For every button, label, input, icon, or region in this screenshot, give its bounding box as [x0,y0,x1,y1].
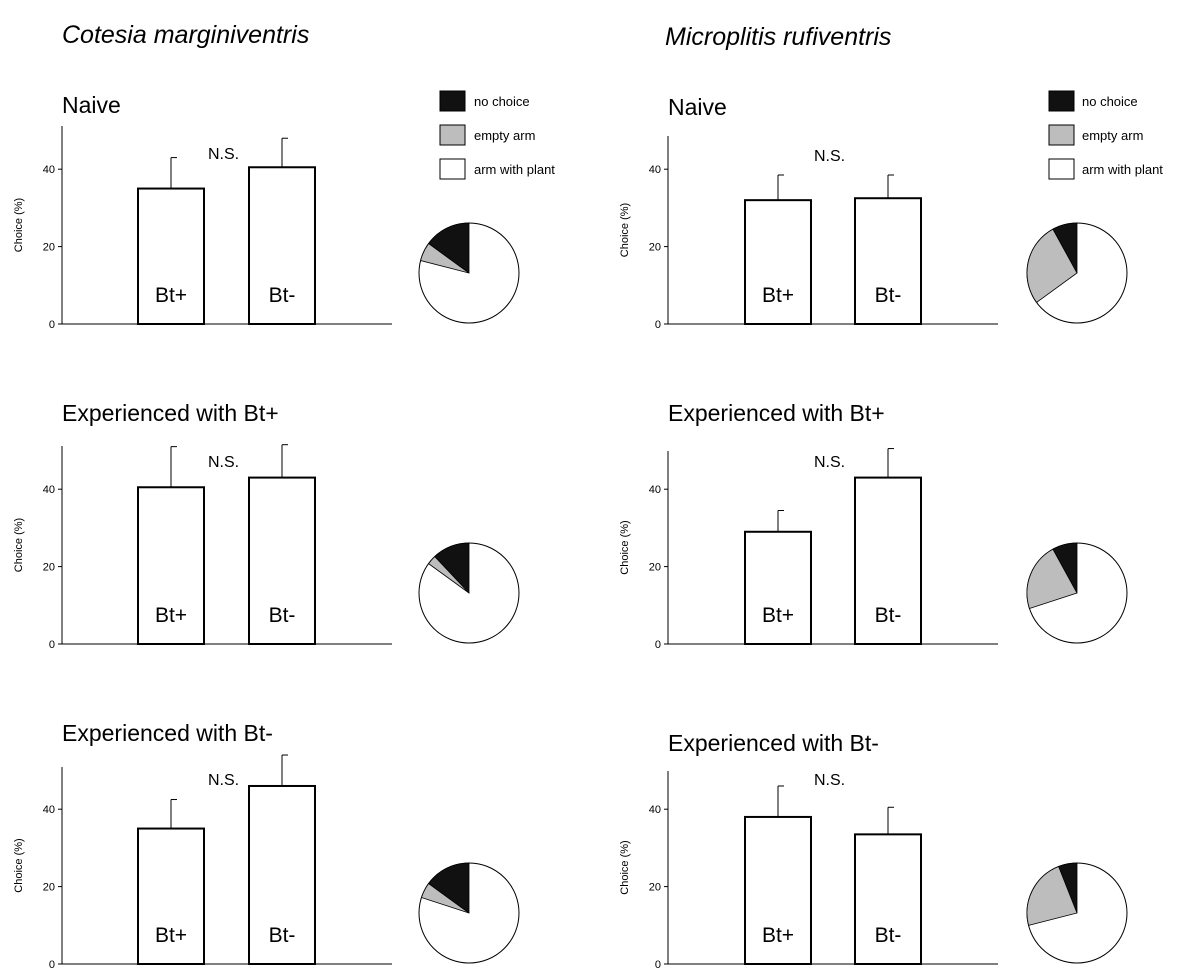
legend-right: no choice empty arm arm with plant [1048,90,1163,180]
bar-bt-plus [744,530,812,646]
bar-label: Bt+ [155,924,187,947]
bar-label: Bt- [269,924,296,947]
panel-title: Experienced with Bt+ [668,400,885,426]
bar-label: Bt+ [762,604,794,627]
pie-slice-empty-arm [1026,865,1078,926]
y-tick-label: 20 [649,562,661,574]
y-tick-label: 0 [655,959,661,969]
y-tick-label: 40 [649,804,661,816]
y-tick-label: 20 [43,242,55,254]
pie-slice-empty-arm [1026,228,1078,303]
bar-label: Bt- [875,604,902,627]
legend-label-arm-with-plant: arm with plant [1082,162,1163,177]
bar-bt-plus [137,827,205,965]
bar-label: Bt- [269,284,296,307]
y-axis-label: Choice (%) [619,203,631,257]
species-title-microplitis: Microplitis rufiventris [665,23,891,51]
panel-title: Experienced with Bt- [62,720,273,746]
bar-bt-plus [137,187,205,325]
species-title-cotesia: Cotesia marginiventris [62,21,309,49]
bar-bt-minus [854,476,922,645]
bar-bt-minus [248,166,316,325]
y-tick-label: 0 [49,959,55,969]
significance-label: N.S. [814,772,845,789]
y-tick-label: 40 [43,804,55,816]
y-tick-label: 40 [649,484,661,496]
y-tick-label: 20 [649,242,661,254]
bar-label: Bt+ [155,284,187,307]
legend-label-no-choice: no choice [1082,94,1138,109]
legend-swatch-no-choice [439,90,466,112]
pie-slice-empty-arm [427,555,470,594]
legend-label-empty-arm: empty arm [474,128,535,143]
bar-bt-plus [137,486,205,646]
significance-label: N.S. [208,146,239,163]
significance-label: N.S. [814,454,845,471]
y-tick-label: 20 [43,882,55,894]
y-axis-label: Choice (%) [13,838,25,892]
bar-bt-minus [248,784,316,965]
significance-label: N.S. [814,148,845,165]
y-tick-label: 40 [43,164,55,176]
pie-slice-empty-arm [1026,548,1078,609]
panel-3: Experienced with Bt- 0 20 40 Choice (%) Bt+ Bt… [13,720,520,969]
legend-swatch-no-choice [1048,90,1075,112]
bar-bt-plus [744,199,812,325]
panel-2: Experienced with Bt+ 0 20 40 Choice (%) Bt+ Bt… [13,400,520,651]
bar-bt-minus [854,833,922,965]
legend-swatch-empty-arm [1048,124,1075,146]
pie-slice-empty-arm [420,883,470,914]
legend-left: no choice empty arm arm with plant [439,90,555,180]
panel-5: Experienced with Bt+ 0 20 40 Choice (%) Bt+ Bt… [619,400,1128,651]
y-tick-label: 40 [649,164,661,176]
y-axis-label: Choice (%) [619,520,631,574]
bar-label: Bt+ [155,604,187,627]
y-axis-label: Choice (%) [13,198,25,252]
panel-title: Experienced with Bt- [668,730,879,756]
y-tick-label: 0 [655,319,661,331]
y-tick-label: 0 [655,639,661,651]
panel-title: Experienced with Bt+ [62,400,279,426]
legend-swatch-arm-with-plant [439,158,466,180]
y-tick-label: 0 [49,639,55,651]
y-axis-label: Choice (%) [13,518,25,572]
significance-label: N.S. [208,454,239,471]
y-tick-label: 40 [43,484,55,496]
bar-label: Bt- [875,924,902,947]
bar-bt-minus [248,476,316,645]
y-tick-label: 20 [43,562,55,574]
bar-label: Bt- [269,604,296,627]
y-axis-label: Choice (%) [619,840,631,894]
legend-label-empty-arm: empty arm [1082,128,1143,143]
y-tick-label: 20 [649,882,661,894]
panel-4: Naive 0 20 40 Choice (%) Bt+ Bt- N.S. [619,94,1128,331]
panel-title: Naive [62,92,121,118]
legend-label-arm-with-plant: arm with plant [474,162,555,177]
legend-swatch-empty-arm [439,124,466,146]
bar-label: Bt+ [762,284,794,307]
legend-swatch-arm-with-plant [1048,158,1075,180]
bar-label: Bt- [875,284,902,307]
bar-label: Bt+ [762,924,794,947]
y-tick-label: 0 [49,319,55,331]
panel-6: Experienced with Bt- 0 20 40 Choice (%) Bt+ Bt… [619,730,1128,969]
significance-label: N.S. [208,772,239,789]
legend-label-no-choice: no choice [474,94,530,109]
panel-title: Naive [668,94,727,120]
panel-1: Naive 0 20 40 Choice (%) Bt+ Bt- N.S. [13,92,520,331]
pie-slice-empty-arm [420,243,470,274]
